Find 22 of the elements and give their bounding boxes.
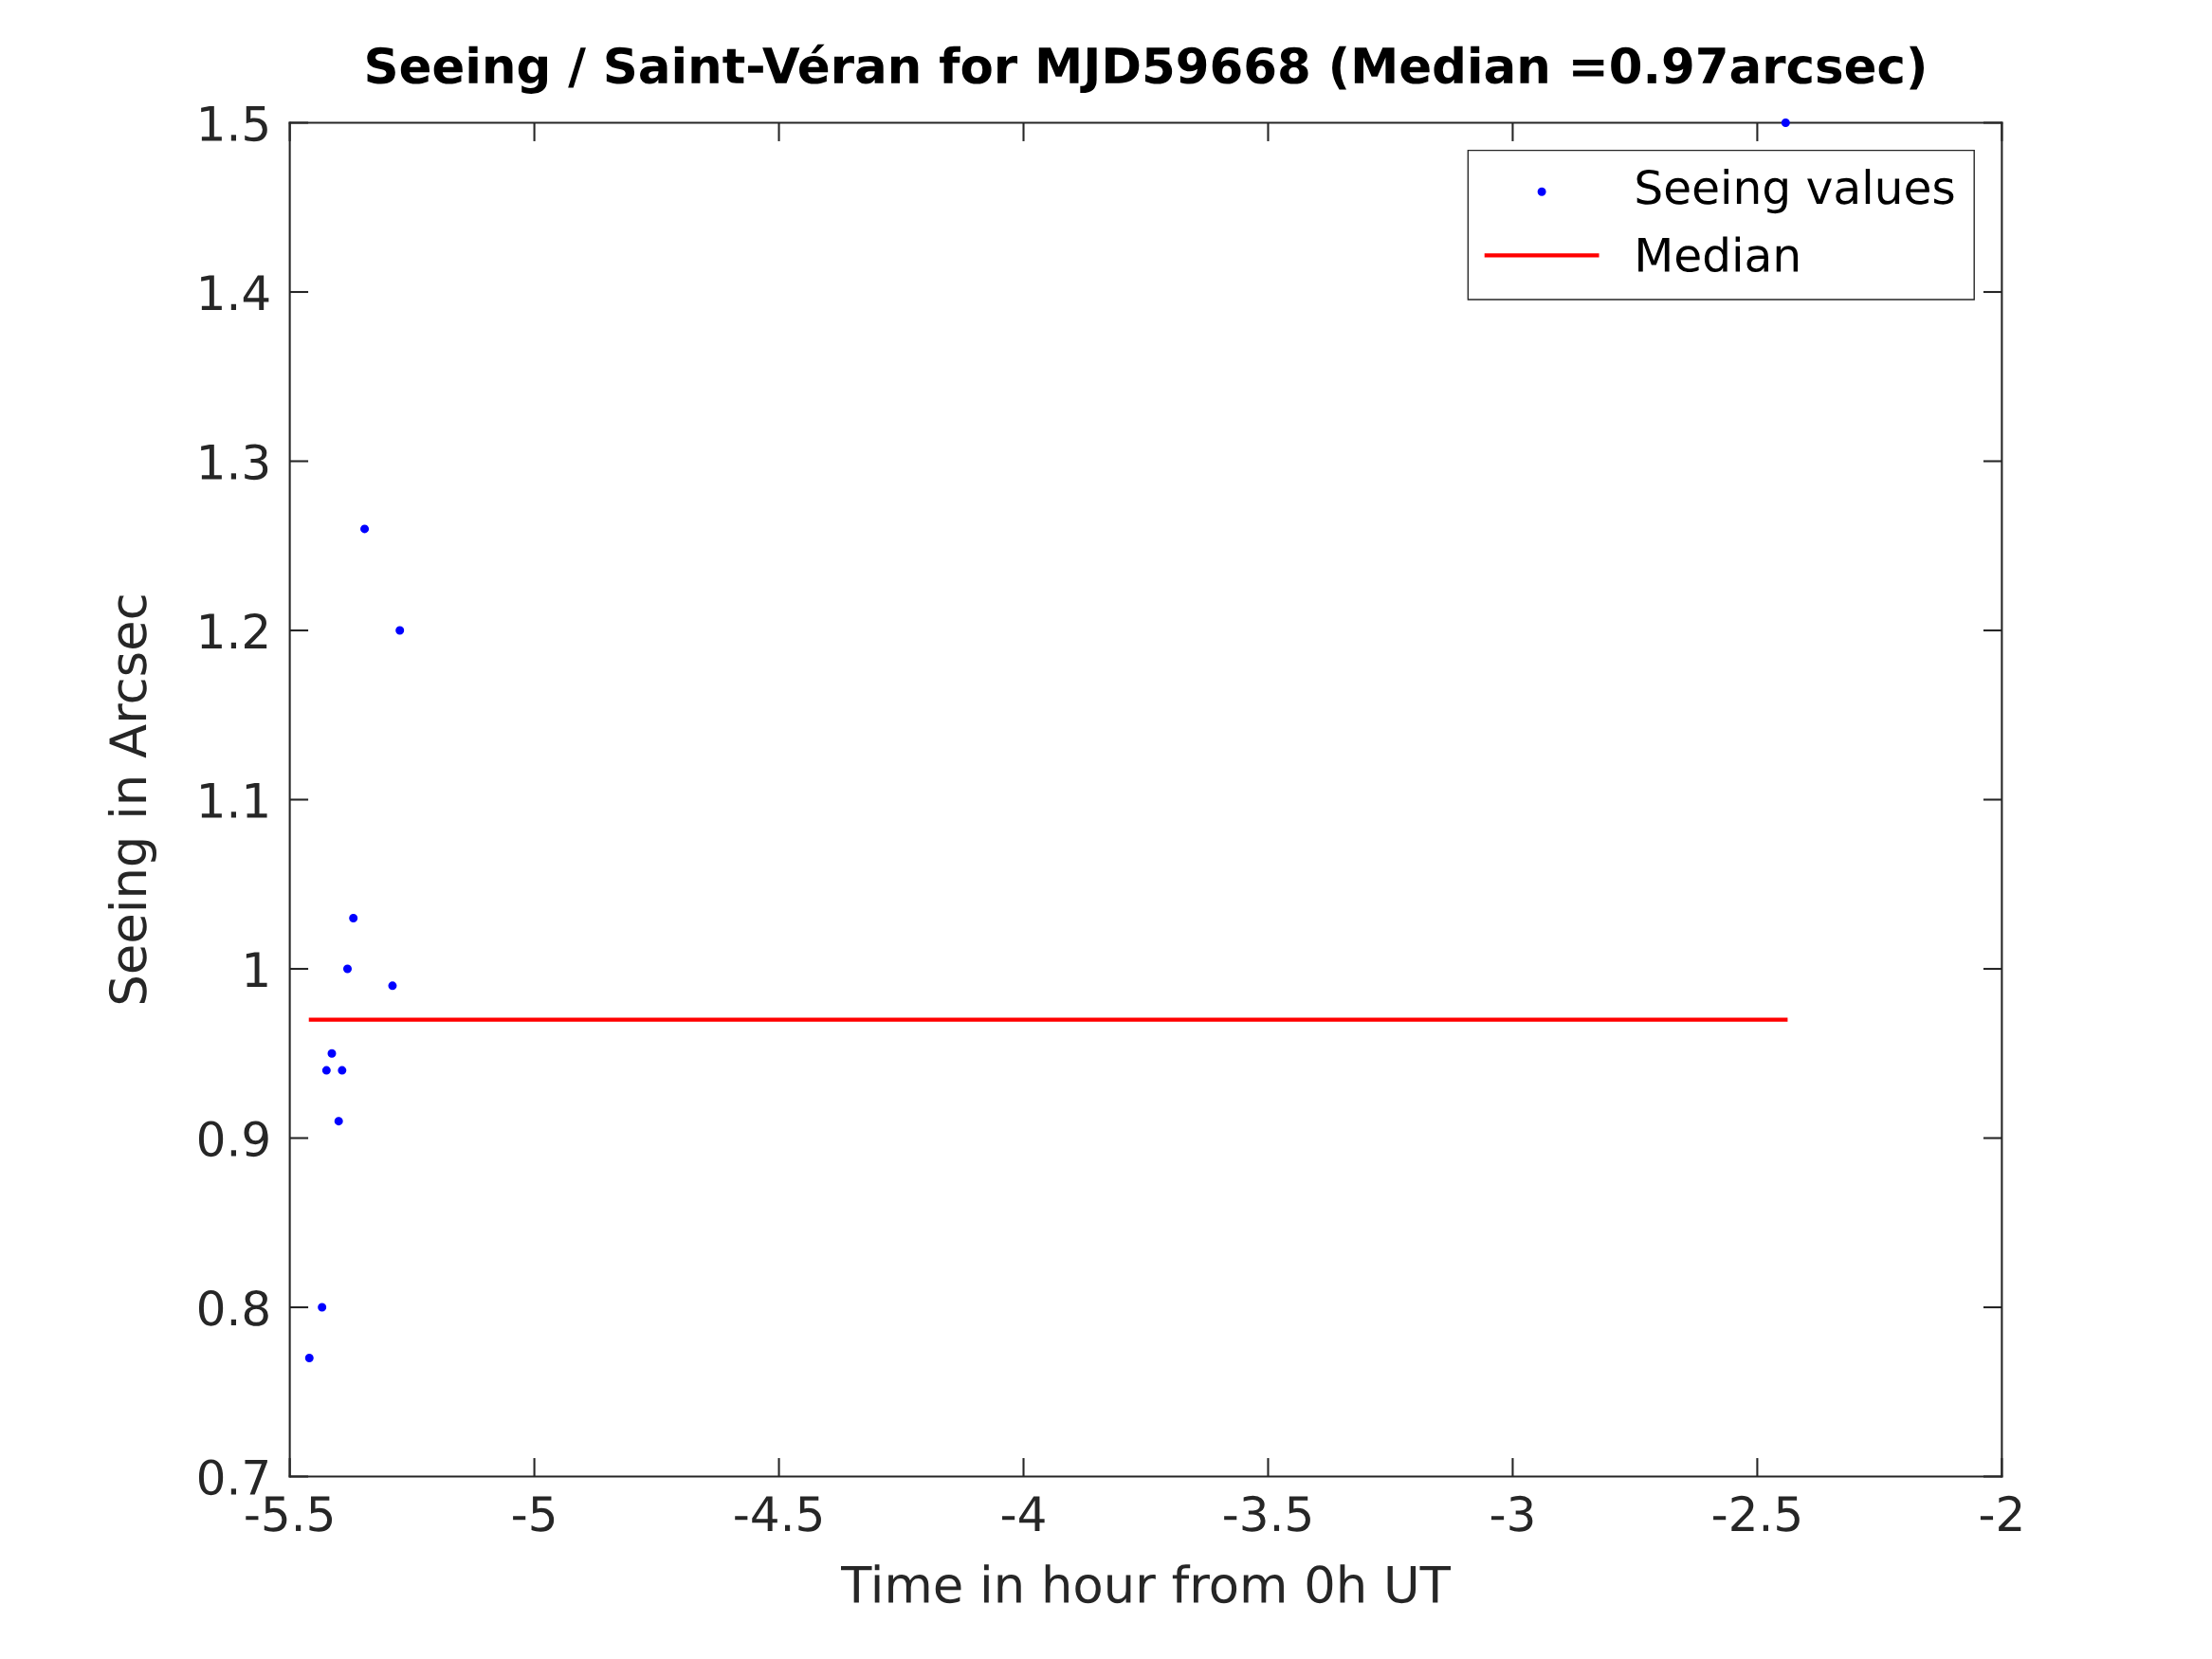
y-axis-title: Seeing in Arcsec <box>107 595 156 1004</box>
chart-title: Seeing / Saint-Véran for MJD59668 (Median =0.97arcsec) <box>367 44 1924 94</box>
legend-label: Seeing values <box>1636 169 1954 214</box>
y-tick-label: 1.4 <box>201 275 269 310</box>
y-tick-label: 0.9 <box>198 1121 268 1158</box>
y-tick-label: 1 <box>246 952 267 987</box>
x-tick-label: -5.5 <box>246 1496 333 1532</box>
x-tick-label: -5 <box>513 1496 555 1532</box>
y-tick-label: 0.7 <box>198 1459 267 1496</box>
legend-label: Median <box>1638 236 1799 273</box>
x-axis-title: Time in hour from 0h UT <box>841 1564 1452 1604</box>
x-tick-label: -3.5 <box>1224 1495 1310 1532</box>
x-tick-label: -3 <box>1490 1495 1533 1532</box>
y-tick-label: 1.1 <box>201 783 267 818</box>
x-tick-label: -2.5 <box>1713 1495 1800 1532</box>
y-tick-label: 1.2 <box>201 612 267 648</box>
x-tick-label: -4.5 <box>735 1496 821 1532</box>
y-tick-label: 1.5 <box>201 106 267 142</box>
y-tick-label: 0.8 <box>198 1289 268 1326</box>
x-tick-label: -2 <box>1980 1495 2021 1531</box>
x-tick-label: -4 <box>1002 1496 1045 1531</box>
y-tick-label: 1.3 <box>201 444 268 481</box>
